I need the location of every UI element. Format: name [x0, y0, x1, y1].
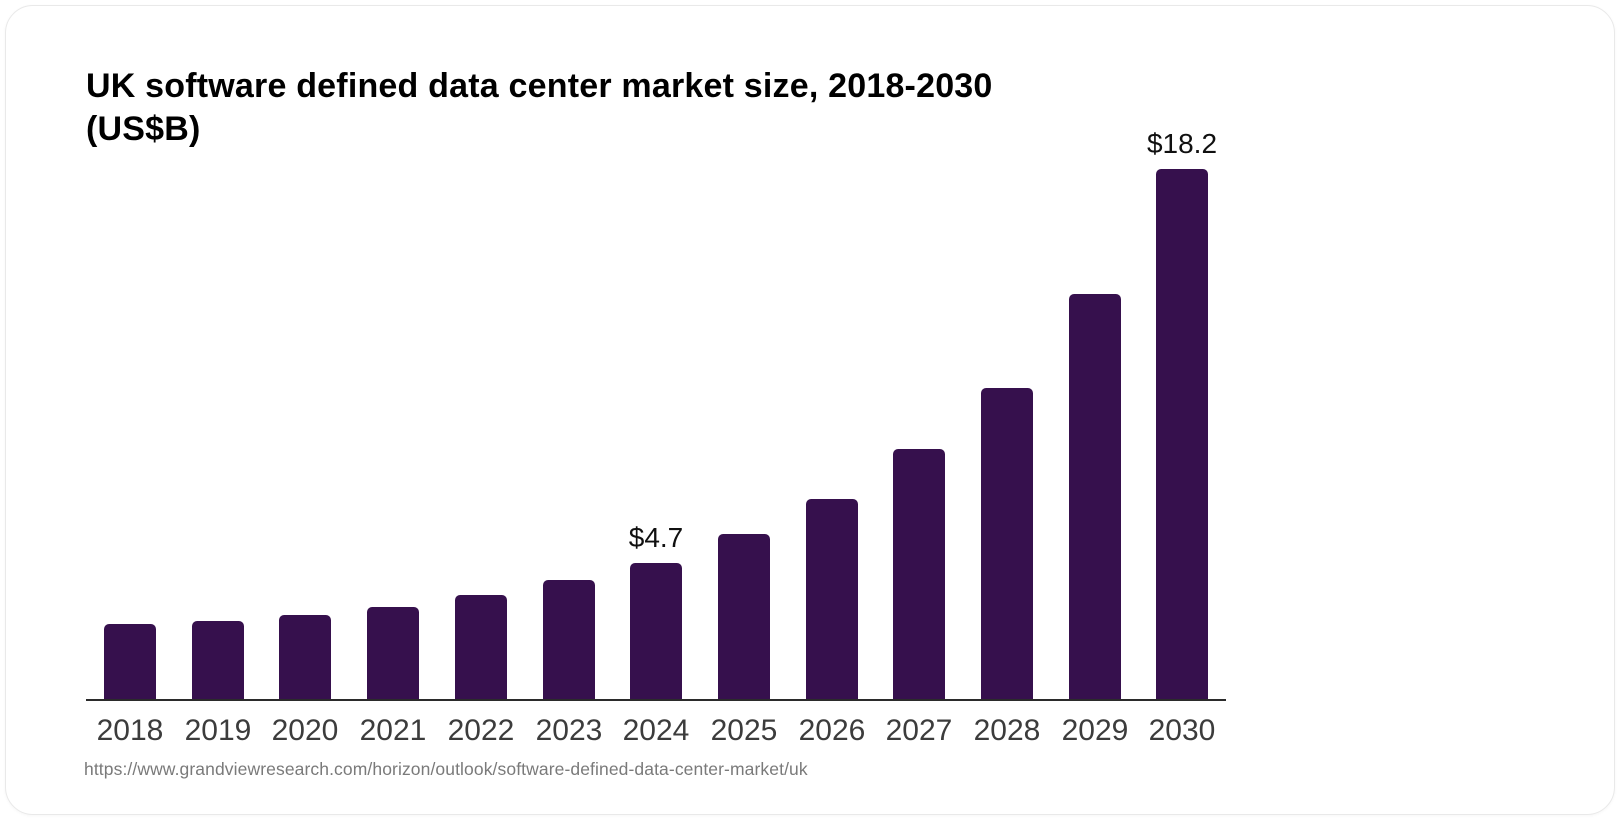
- x-tick-label-2018: 2018: [96, 714, 164, 747]
- source-url: https://www.grandviewresearch.com/horizo…: [84, 759, 808, 779]
- bar-2027: [893, 449, 945, 700]
- x-axis-line: [86, 699, 1226, 701]
- x-tick-label-2030: 2030: [1148, 714, 1216, 747]
- x-tick-label-2024: 2024: [622, 714, 690, 747]
- bar-2021: [367, 607, 419, 700]
- bar-2020: [279, 615, 331, 700]
- chart-title-line2: (US$B): [86, 109, 201, 148]
- chart-title: UK software defined data center market s…: [86, 65, 1146, 151]
- bar-plot: 2018 2019 2020 2021 2022 2023 2024 $4.7 2025 2026…: [86, 128, 1226, 747]
- value-label-2024: $4.7: [628, 522, 684, 553]
- x-tick-label-2025: 2025: [710, 714, 778, 747]
- bar-2029: [1069, 294, 1121, 700]
- chart-card: UK software defined data center market s…: [5, 5, 1615, 815]
- x-tick-label-2022: 2022: [447, 714, 515, 747]
- x-tick-label-2028: 2028: [973, 714, 1041, 747]
- value-label-2030: $18.2: [1146, 128, 1218, 159]
- bar-2023: [543, 580, 595, 700]
- x-tick-label-2029: 2029: [1061, 714, 1129, 747]
- bar-2028: [981, 388, 1033, 700]
- x-tick-label-2021: 2021: [359, 714, 427, 747]
- bar-2030: [1156, 169, 1208, 700]
- x-tick-label-2020: 2020: [271, 714, 339, 747]
- bar-2018: [104, 624, 156, 700]
- bar-2025: [718, 534, 770, 700]
- bar-2024: [630, 563, 682, 700]
- x-tick-label-2027: 2027: [885, 714, 953, 747]
- bar-2026: [806, 499, 858, 700]
- x-tick-label-2019: 2019: [184, 714, 252, 747]
- x-tick-label-2023: 2023: [535, 714, 603, 747]
- bar-2019: [192, 621, 244, 700]
- x-tick-label-2026: 2026: [798, 714, 866, 747]
- bar-2022: [455, 595, 507, 700]
- chart-title-line1: UK software defined data center market s…: [86, 66, 993, 105]
